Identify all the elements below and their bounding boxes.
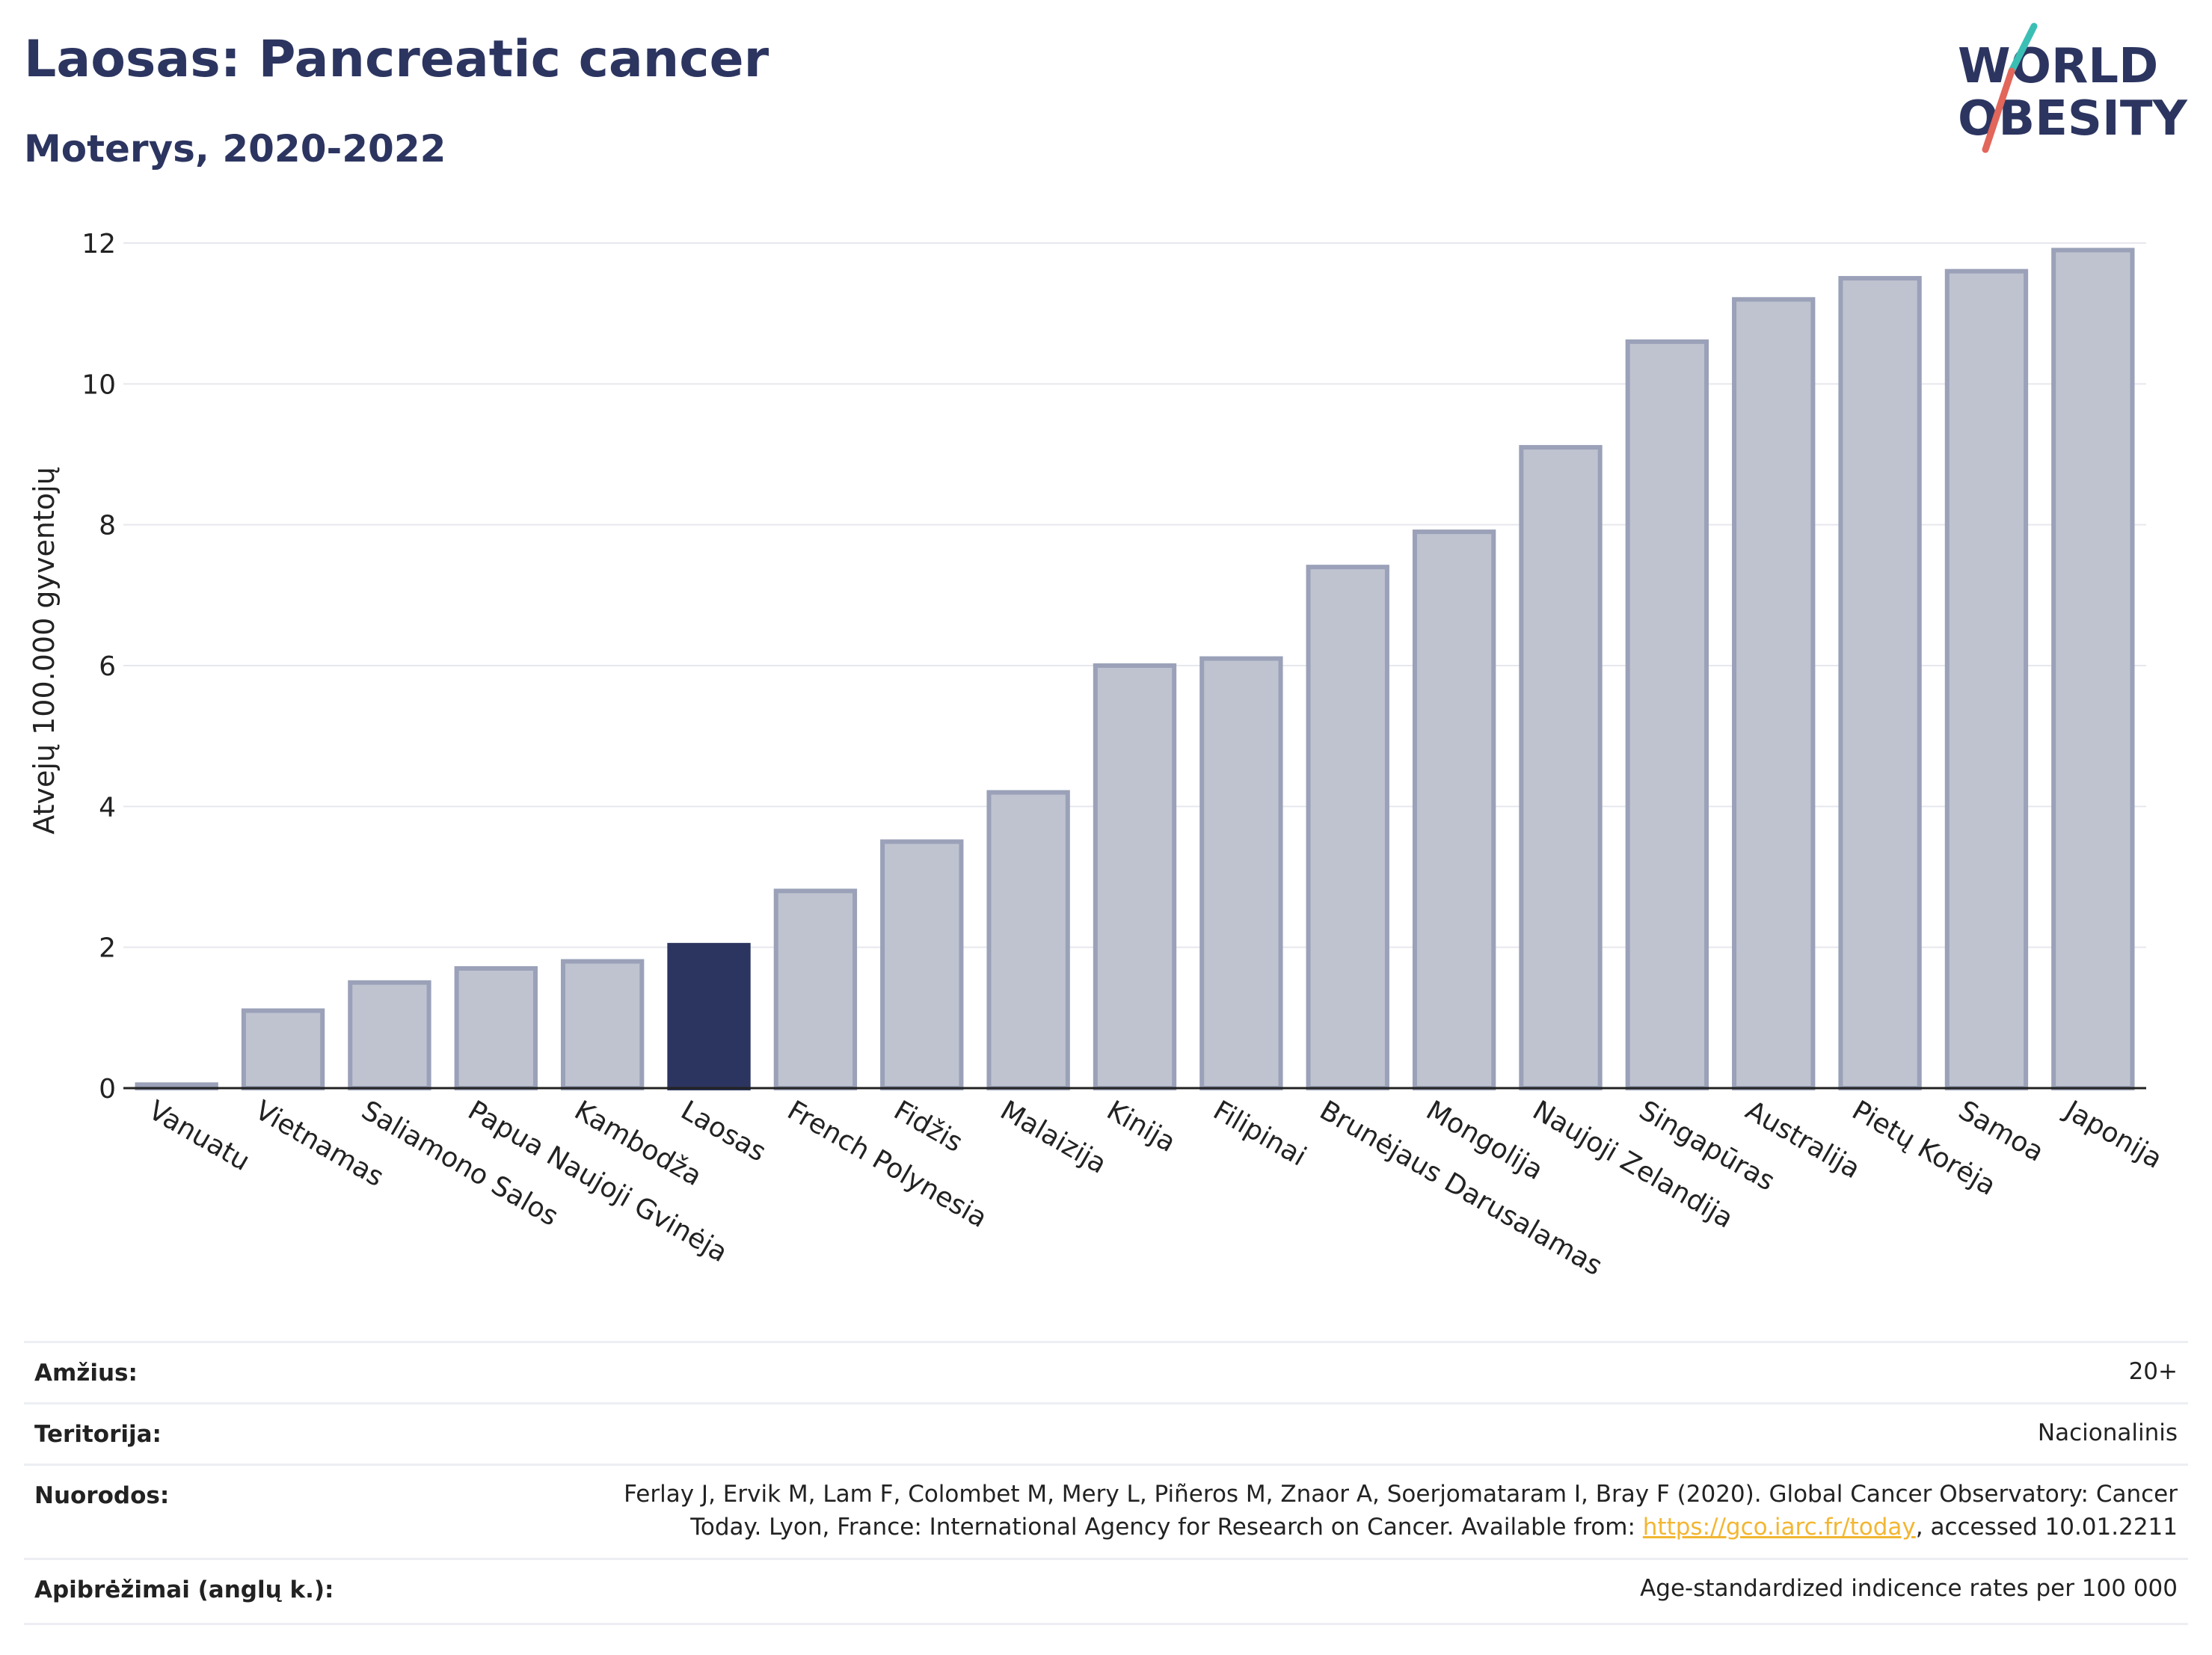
x-tick-label: Kinija — [1102, 1095, 1181, 1158]
bar-2 — [348, 980, 431, 1090]
references-line2-text: Today. Lyon, France: International Agenc… — [690, 1514, 1643, 1541]
bar-10 — [1199, 656, 1283, 1090]
y-axis-label: Atvejų 100.000 gyventojų — [28, 467, 61, 834]
references-line2-tail: , accessed 10.01.2211 — [1915, 1514, 2178, 1541]
bar-18 — [2051, 248, 2135, 1091]
bar-15 — [1732, 297, 1816, 1090]
bar-17 — [1944, 268, 2029, 1091]
x-tick-label: Malaizija — [995, 1095, 1112, 1180]
chart-title: Laosas: Pancreatic cancer — [24, 30, 769, 89]
territory-value: Nacionalinis — [2037, 1419, 2178, 1446]
logo-slash-red — [1982, 67, 2015, 153]
bar-13 — [1519, 445, 1603, 1090]
definitions-label: Apibrėžimai (anglų k.): — [34, 1576, 334, 1603]
x-tick-label: Filipinai — [1208, 1095, 1311, 1172]
y-tick-label: 4 — [99, 792, 116, 823]
info-row-territory: Teritorija: Nacionalinis — [24, 1402, 2188, 1466]
info-row-age: Amžius: 20+ — [24, 1341, 2188, 1404]
x-tick-label: Fidžis — [888, 1095, 968, 1158]
territory-label: Teritorija: — [34, 1421, 162, 1448]
world-obesity-logo: WORLD OBESITY — [1958, 22, 2187, 153]
x-tick-label: French Polynesia — [782, 1095, 992, 1234]
bar-12 — [1412, 529, 1496, 1090]
bar-7 — [880, 839, 964, 1090]
references-line1: Ferlay J, Ervik M, Lam F, Colombet M, Me… — [624, 1481, 2178, 1508]
references-line2: Today. Lyon, France: International Agenc… — [624, 1511, 2178, 1544]
age-label: Amžius: — [34, 1360, 138, 1387]
bar-3 — [454, 965, 538, 1090]
x-tick-label: Japonija — [2059, 1094, 2168, 1175]
info-row-references: Nuorodos: Ferlay J, Ervik M, Lam F, Colo… — [24, 1464, 2188, 1560]
references-link[interactable]: https://gco.iarc.fr/today — [1642, 1514, 1916, 1541]
bar-11 — [1306, 565, 1389, 1090]
logo-line1: WORLD — [1958, 39, 2158, 94]
bar-16 — [1838, 276, 1922, 1090]
references-label: Nuorodos: — [34, 1482, 170, 1509]
y-tick-label: 12 — [82, 229, 116, 260]
y-tick-label: 0 — [99, 1074, 116, 1105]
references-value: Ferlay J, Ervik M, Lam F, Colombet M, Me… — [624, 1478, 2178, 1544]
bars — [123, 248, 2146, 1091]
bar-4 — [560, 959, 645, 1090]
definitions-value: Age-standardized indicence rates per 100… — [1640, 1575, 2178, 1602]
bar-9 — [1093, 663, 1177, 1090]
x-tick-label: Vanuatu — [144, 1095, 255, 1177]
chart-subtitle: Moterys, 2020-2022 — [24, 127, 446, 171]
bar-6 — [773, 888, 858, 1091]
x-tick-label: Naujoji Zelandija — [1527, 1095, 1738, 1234]
age-value: 20+ — [2128, 1358, 2178, 1385]
bar-8 — [986, 790, 1070, 1090]
y-tick-label: 6 — [99, 651, 116, 682]
y-tick-label: 8 — [99, 511, 116, 541]
y-tick-labels: 0 2 4 6 8 10 12 — [82, 229, 116, 1105]
info-row-definitions: Apibrėžimai (anglų k.): Age-standardized… — [24, 1558, 2188, 1625]
logo-slash-teal — [2008, 22, 2038, 75]
bar-5 — [667, 942, 751, 1091]
y-tick-label: 10 — [82, 369, 116, 400]
bar-14 — [1625, 339, 1709, 1091]
x-tick-label: Saliamono Salos — [356, 1095, 563, 1232]
y-tick-label: 2 — [99, 933, 116, 964]
bar-1 — [241, 1008, 325, 1090]
